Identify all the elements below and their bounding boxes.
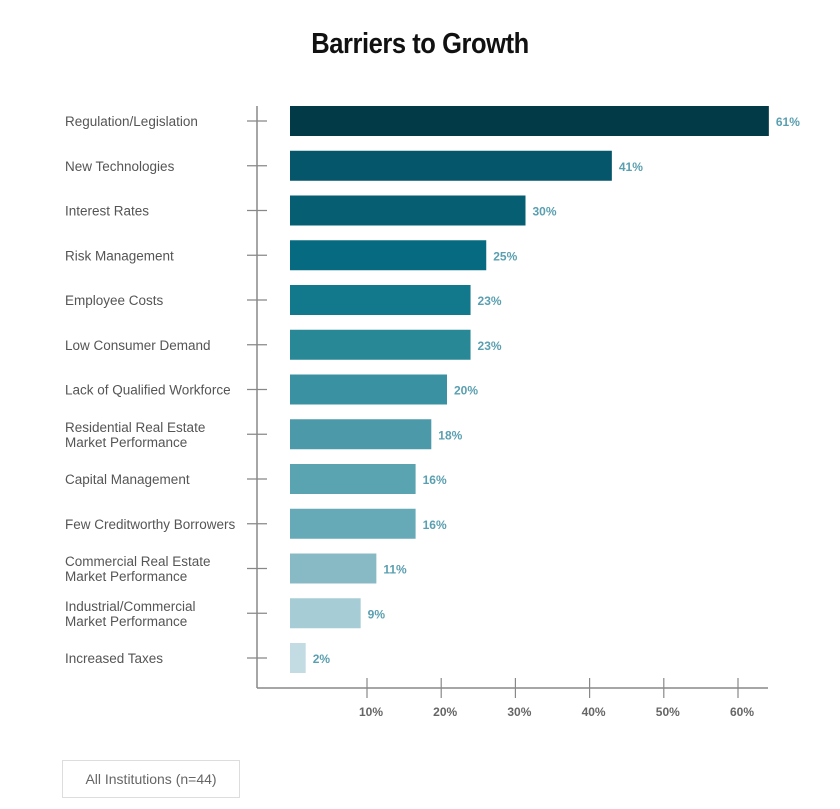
value-label: 20% [454, 384, 478, 398]
category-label: Increased Taxes [65, 651, 163, 666]
category-label: Residential Real Estate Market Performanc… [65, 420, 205, 450]
bar [290, 598, 361, 629]
category-label: Lack of Qualified Workforce [65, 383, 231, 398]
value-label: 23% [478, 294, 502, 308]
bar [290, 464, 416, 494]
category-label: Commercial Real Estate Market Performance [65, 554, 211, 584]
x-tick-label: 10% [359, 705, 383, 719]
bar [290, 106, 769, 136]
value-label: 11% [383, 563, 407, 577]
category-label: Risk Management [65, 248, 174, 263]
bar [290, 195, 526, 226]
category-label: Regulation/Legislation [65, 114, 198, 129]
chart-title: Barriers to Growth [311, 28, 529, 60]
bar [290, 508, 416, 539]
value-label: 61% [776, 115, 800, 129]
value-label: 16% [423, 473, 447, 487]
x-tick-label: 20% [433, 705, 457, 719]
category-label: Low Consumer Demand [65, 338, 211, 353]
value-label: 18% [438, 428, 462, 442]
category-label: Employee Costs [65, 293, 164, 308]
bar [290, 285, 471, 315]
category-label: Interest Rates [65, 204, 149, 219]
value-label: 2% [313, 652, 331, 666]
x-tick-label: 60% [730, 705, 754, 719]
value-label: 23% [478, 339, 502, 353]
bar [290, 329, 471, 360]
bar [290, 240, 487, 271]
category-label: New Technologies [65, 159, 175, 174]
x-tick-label: 50% [656, 705, 680, 719]
legend: All Institutions (n=44) [62, 760, 240, 798]
x-tick-label: 30% [507, 705, 531, 719]
value-label: 25% [493, 249, 517, 263]
category-label: Capital Management [65, 472, 190, 487]
value-label: 9% [368, 607, 386, 621]
bar [290, 643, 306, 673]
bar [290, 553, 377, 584]
category-label: Few Creditworthy Borrowers [65, 517, 236, 532]
value-label: 30% [533, 205, 557, 219]
category-label: Industrial/Commercial Market Performance [65, 599, 196, 629]
value-label: 41% [619, 160, 643, 174]
x-tick-label: 40% [582, 705, 606, 719]
value-label: 16% [423, 518, 447, 532]
bar [290, 419, 432, 450]
bar [290, 150, 612, 181]
bar [290, 374, 447, 405]
